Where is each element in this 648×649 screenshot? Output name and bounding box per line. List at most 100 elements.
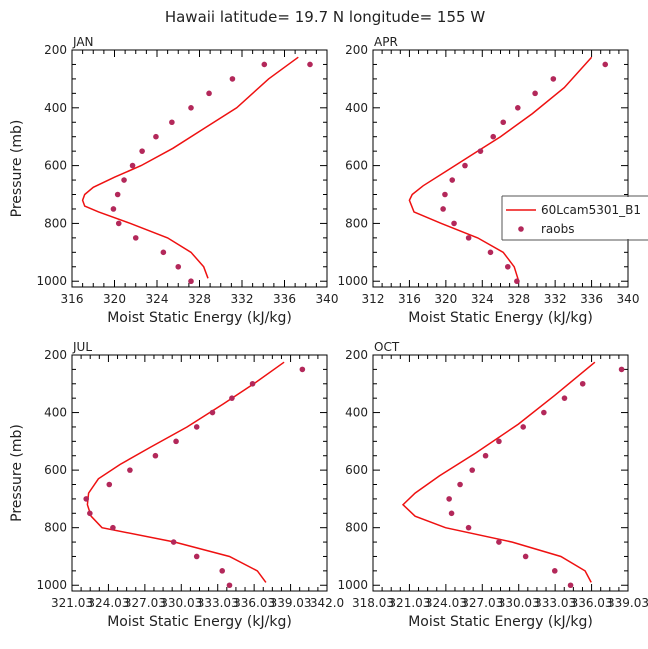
- plot-frame: [372, 354, 629, 592]
- raobs-point: [106, 481, 113, 488]
- raobs-point: [121, 177, 127, 183]
- raobs-point: [170, 539, 177, 545]
- raobs-point: [175, 263, 182, 270]
- y-tick-label: 600: [44, 463, 67, 477]
- y-axis-label: Pressure (mb): [9, 424, 25, 522]
- model-line: [408, 56, 593, 282]
- x-tick-label: 339.03: [607, 596, 648, 610]
- raobs-point: [500, 119, 507, 126]
- raobs-point: [551, 568, 558, 574]
- x-tick-label: 332: [231, 292, 254, 306]
- y-tick-label: 800: [44, 216, 67, 230]
- model-line: [86, 361, 285, 583]
- raobs-point: [132, 235, 139, 241]
- raobs-point: [567, 582, 574, 589]
- raobs-point: [442, 191, 448, 198]
- y-tick-label: 600: [345, 159, 368, 173]
- raobs-point: [209, 409, 216, 416]
- y-tick-label: 800: [345, 216, 368, 230]
- raobs-point: [490, 133, 497, 140]
- raobs-point: [226, 582, 233, 589]
- x-tick-label: 316: [398, 292, 421, 306]
- raobs-point: [482, 452, 489, 459]
- model-line: [401, 361, 596, 583]
- raobs-point: [193, 424, 200, 430]
- x-tick-label: 336.03: [233, 596, 275, 610]
- x-axis-label: Moist Static Energy (kJ/kg): [408, 310, 593, 326]
- x-tick-label: 330.03: [498, 596, 540, 610]
- raobs-point: [193, 553, 200, 560]
- y-tick-label: 400: [345, 101, 368, 115]
- raobs-point: [129, 162, 136, 169]
- raobs-point: [115, 220, 122, 227]
- model-line: [81, 56, 299, 279]
- raobs-point: [173, 438, 179, 445]
- raobs-point: [87, 510, 93, 517]
- panel-oct: OCT318.03321.03324.03327.03330.03333.033…: [337, 340, 648, 630]
- raobs-point: [457, 481, 463, 488]
- raobs-point: [477, 148, 484, 154]
- x-tick-label: 340: [316, 292, 339, 306]
- legend-model-label: 60Lcam5301_B1: [541, 203, 641, 217]
- raobs-point: [160, 249, 167, 256]
- x-tick-label: 336.03: [571, 596, 613, 610]
- x-tick-label: 333.03: [534, 596, 576, 610]
- x-tick-label: 321.03: [51, 596, 93, 610]
- raobs-point: [229, 395, 235, 401]
- raobs-point: [465, 235, 472, 241]
- raobs-point: [579, 380, 586, 387]
- x-tick-label: 328: [188, 292, 211, 306]
- plot-frame: [71, 49, 328, 288]
- legend-raobs-swatch: [518, 226, 524, 232]
- x-tick-label: 332: [544, 292, 567, 306]
- raobs-point: [446, 496, 452, 502]
- raobs-point: [532, 90, 538, 97]
- x-tick-label: 318.03: [352, 596, 394, 610]
- raobs-point: [550, 76, 557, 82]
- x-tick-label: 320: [434, 292, 457, 306]
- y-tick-label: 200: [345, 348, 368, 362]
- x-tick-label: 342.0: [310, 596, 344, 610]
- raobs-point: [465, 524, 472, 531]
- panel-jul: JUL321.03324.03327.03330.03333.03336.033…: [9, 340, 344, 630]
- panel-jan: JAN 316 320 324 328 332 336 340 200 400 600 800 1000…: [9, 35, 338, 326]
- raobs-point: [249, 380, 256, 387]
- figure-title: Hawaii latitude= 19.7 N longitude= 155 W: [165, 8, 485, 26]
- x-axis-label: Moist Static Energy (kJ/kg): [107, 310, 292, 326]
- x-tick-label: 330.03: [160, 596, 202, 610]
- y-tick-label: 800: [345, 521, 368, 535]
- y-tick-label: 800: [44, 521, 67, 535]
- raobs-point: [602, 61, 609, 68]
- raobs-point: [307, 61, 313, 68]
- raobs-point: [541, 409, 547, 416]
- panel-label: JUL: [72, 340, 92, 354]
- raobs-point: [299, 366, 306, 373]
- raobs-point: [522, 553, 529, 560]
- x-tick-label: 312: [362, 292, 385, 306]
- raobs-point: [188, 105, 194, 111]
- x-tick-label: 328: [507, 292, 530, 306]
- x-tick-label: 320: [103, 292, 126, 306]
- raobs-point: [110, 206, 117, 212]
- raobs-point: [448, 510, 455, 517]
- raobs-point: [188, 278, 194, 285]
- raobs-point: [169, 119, 175, 126]
- x-axis-label: Moist Static Energy (kJ/kg): [408, 614, 593, 630]
- y-axis-label: Pressure (mb): [9, 120, 25, 218]
- y-tick-label: 1000: [337, 274, 368, 288]
- raobs-point: [496, 539, 502, 545]
- y-tick-label: 400: [44, 406, 67, 420]
- raobs-point: [206, 90, 212, 97]
- panel-label: APR: [374, 35, 398, 49]
- y-tick-label: 1000: [36, 274, 67, 288]
- raobs-point: [449, 177, 456, 183]
- raobs-point: [561, 395, 568, 401]
- y-tick-label: 1000: [36, 578, 67, 592]
- y-tick-label: 200: [44, 43, 67, 57]
- raobs-point: [440, 206, 446, 212]
- raobs-point: [114, 191, 121, 198]
- x-tick-label: 321.03: [388, 596, 430, 610]
- raobs-point: [520, 424, 527, 430]
